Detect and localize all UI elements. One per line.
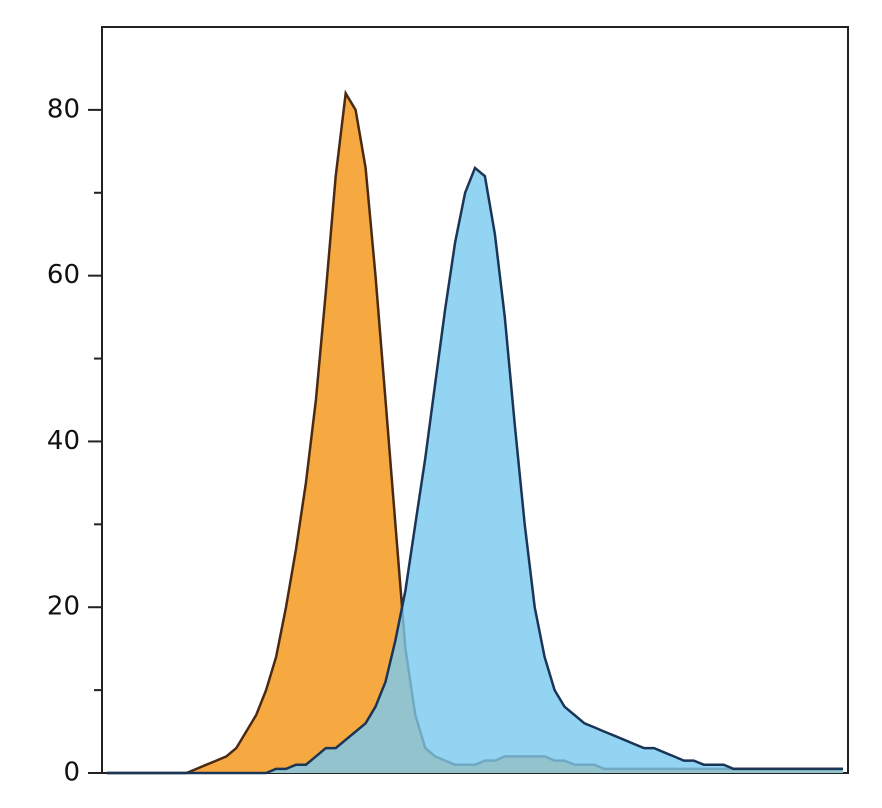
area-line — [107, 165, 843, 775]
y-tick-label: 60 — [47, 260, 80, 290]
area-fill — [107, 167, 843, 773]
area-fill — [107, 93, 843, 774]
y-tick-label: 80 — [47, 94, 80, 124]
y-tick-label: 0 — [63, 758, 80, 788]
y-tick-label: 20 — [47, 592, 80, 622]
y-tick-label: 40 — [47, 426, 80, 456]
